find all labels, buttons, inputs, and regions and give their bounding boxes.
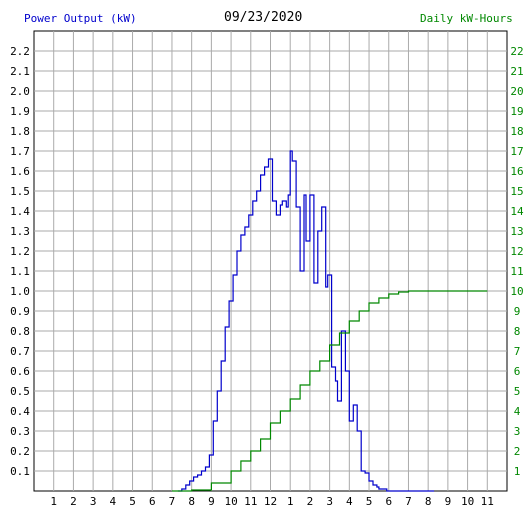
y-right-tick-label: 13: [510, 225, 523, 238]
x-tick-label: 10: [224, 495, 237, 508]
y-right-tick-label: 21: [510, 65, 523, 78]
x-tick-label: 10: [461, 495, 474, 508]
x-tick-label: 4: [110, 495, 117, 508]
y-left-tick-label: 0.6: [10, 365, 30, 378]
x-tick-label: 4: [346, 495, 353, 508]
y-left-tick-label: 2.2: [10, 45, 30, 58]
y-left-tick-label: 0.4: [10, 405, 30, 418]
x-tick-label: 11: [481, 495, 494, 508]
y-left-tick-label: 1.1: [10, 265, 30, 278]
y-right-tick-label: 1: [514, 465, 521, 478]
y-left-tick-label: 0.2: [10, 445, 30, 458]
chart-title: 09/23/2020: [224, 10, 303, 25]
x-tick-label: 11: [244, 495, 257, 508]
y-right-tick-label: 7: [514, 345, 521, 358]
x-tick-label: 2: [70, 495, 77, 508]
y-left-tick-label: 1.7: [10, 145, 30, 158]
daily-kwh-line: [172, 290, 488, 492]
y-left-tick-label: 0.1: [10, 465, 30, 478]
y-left-tick-label: 1.0: [10, 285, 30, 298]
x-tick-label: 6: [149, 495, 156, 508]
power-output-line: [177, 150, 435, 492]
y-left-tick-label: 0.9: [10, 305, 30, 318]
y-left-tick-label: 1.2: [10, 245, 30, 258]
y-left-tick-label: 1.5: [10, 185, 30, 198]
y-left-tick-label: 2.0: [10, 85, 30, 98]
y-right-tick-label: 9: [514, 305, 521, 318]
y-right-tick-label: 2: [514, 445, 521, 458]
y-right-tick-label: 16: [510, 165, 523, 178]
x-tick-label: 8: [425, 495, 432, 508]
x-tick-label: 9: [208, 495, 215, 508]
x-tick-label: 1: [50, 495, 57, 508]
x-tick-label: 2: [307, 495, 314, 508]
y-right-tick-label: 8: [514, 325, 521, 338]
y-right-tick-label: 5: [514, 385, 521, 398]
y-left-tick-label: 2.1: [10, 65, 30, 78]
y-left-tick-label: 0.5: [10, 385, 30, 398]
y-right-tick-label: 10: [510, 285, 523, 298]
right-axis-label: Daily kW-Hours: [420, 12, 513, 25]
y-right-tick-label: 15: [510, 185, 523, 198]
x-tick-label: 5: [129, 495, 136, 508]
x-tick-label: 1: [287, 495, 294, 508]
y-right-tick-label: 17: [510, 145, 523, 158]
x-tick-label: 6: [385, 495, 392, 508]
x-tick-label: 7: [169, 495, 176, 508]
y-left-tick-label: 0.8: [10, 325, 30, 338]
y-right-tick-label: 3: [514, 425, 521, 438]
x-tick-label: 3: [90, 495, 97, 508]
y-right-tick-label: 4: [514, 405, 521, 418]
y-right-tick-label: 19: [510, 105, 523, 118]
y-left-tick-label: 1.6: [10, 165, 30, 178]
y-right-tick-label: 20: [510, 85, 523, 98]
y-left-tick-label: 1.3: [10, 225, 30, 238]
y-left-tick-label: 1.8: [10, 125, 30, 138]
left-axis-label: Power Output (kW): [24, 12, 137, 25]
y-right-tick-label: 12: [510, 245, 523, 258]
y-right-tick-label: 14: [510, 205, 524, 218]
x-tick-label: 5: [366, 495, 373, 508]
x-tick-label: 8: [188, 495, 195, 508]
y-left-tick-label: 0.3: [10, 425, 30, 438]
y-right-tick-label: 11: [510, 265, 523, 278]
y-left-tick-label: 1.4: [10, 205, 30, 218]
y-right-tick-label: 6: [514, 365, 521, 378]
y-right-tick-label: 22: [510, 45, 523, 58]
x-tick-label: 3: [326, 495, 333, 508]
x-tick-label: 12: [264, 495, 277, 508]
x-tick-label: 9: [445, 495, 452, 508]
y-left-tick-label: 1.9: [10, 105, 30, 118]
y-left-tick-label: 0.7: [10, 345, 30, 358]
x-tick-label: 7: [405, 495, 412, 508]
y-right-tick-label: 18: [510, 125, 523, 138]
